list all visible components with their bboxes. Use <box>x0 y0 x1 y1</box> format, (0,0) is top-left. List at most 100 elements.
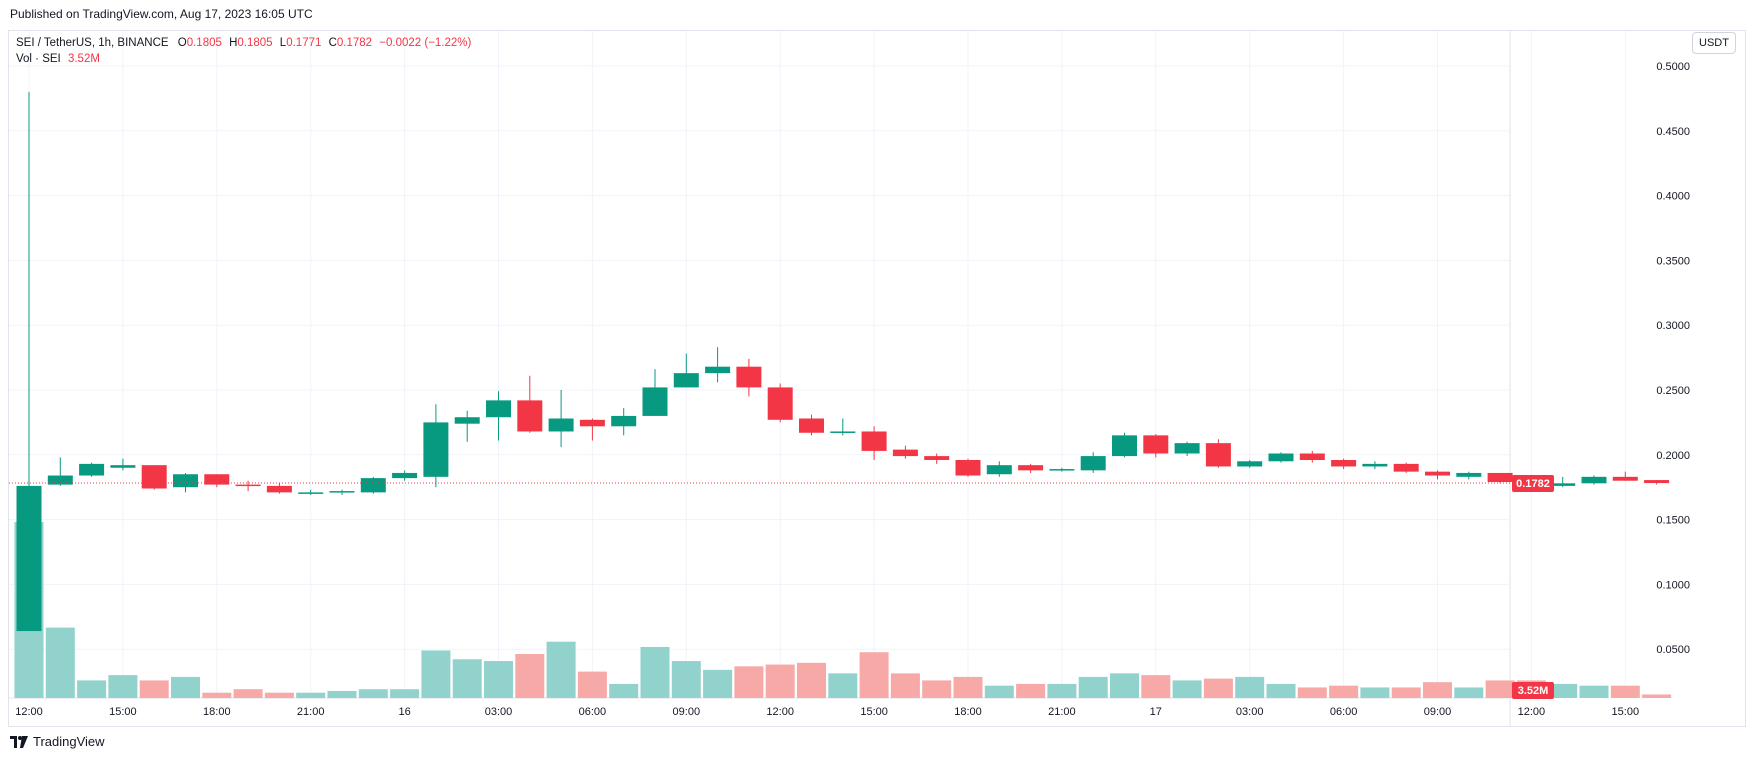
candle-body <box>1425 471 1450 476</box>
volume-bar <box>1203 678 1233 698</box>
candle-body <box>1018 465 1044 471</box>
volume-bar <box>828 673 858 698</box>
chart-legend: SEI / TetherUS, 1h, BINANCE O0.1805 H 0.1… <box>16 35 471 67</box>
candle-body <box>1080 456 1106 471</box>
candle-body <box>1299 453 1325 460</box>
open-value: 0.1805 <box>186 37 222 49</box>
x-tick-label: 17 <box>1150 706 1162 718</box>
candle-body <box>673 373 699 388</box>
volume-bar <box>139 680 169 698</box>
candle-body <box>173 474 198 488</box>
volume-bar <box>546 641 576 698</box>
candle-body <box>924 456 950 460</box>
ohlc-row: SEI / TetherUS, 1h, BINANCE O0.1805 H 0.1… <box>16 35 471 51</box>
volume-bar <box>1141 675 1171 698</box>
footer-brand[interactable]: TradingView <box>10 734 105 749</box>
volume-bar <box>734 666 764 698</box>
volume-bar <box>1485 680 1515 698</box>
y-tick-label: 0.4500 <box>1656 126 1690 138</box>
close-label: C <box>328 37 337 49</box>
y-tick-label: 0.1500 <box>1656 515 1690 527</box>
volume-bar <box>671 661 701 698</box>
candle-body <box>329 491 355 493</box>
volume-bar <box>703 669 733 698</box>
last-volume-label: 3.52M <box>1518 685 1549 697</box>
candle-body <box>298 492 324 494</box>
candle-body <box>767 387 793 420</box>
volume-bar <box>1047 683 1077 698</box>
candle-body <box>141 465 167 489</box>
published-caption: Published on TradingView.com, Aug 17, 20… <box>10 7 313 21</box>
volume-bar <box>358 689 388 698</box>
volume-bar <box>1016 683 1046 698</box>
candle-body <box>861 431 887 451</box>
candle-body <box>642 387 668 416</box>
volume-bar <box>45 627 75 698</box>
candle-body <box>1268 453 1294 462</box>
x-tick-label: 06:00 <box>579 706 607 718</box>
candle-body <box>16 485 42 632</box>
volume-bar <box>984 685 1014 698</box>
x-tick-label: 09:00 <box>1424 706 1452 718</box>
open-label: O <box>177 37 187 49</box>
volume-bar <box>1391 687 1421 698</box>
volume-bar <box>1235 676 1265 698</box>
volume-bar <box>1579 685 1609 698</box>
y-tick-label: 0.3000 <box>1656 320 1690 332</box>
high-label: H <box>229 37 238 49</box>
volume-bar <box>484 661 513 698</box>
candle-body <box>360 478 386 493</box>
candle-body <box>1112 435 1137 457</box>
currency-unit-button[interactable]: USDT <box>1692 32 1736 54</box>
candle-body <box>79 463 105 476</box>
x-tick-label: 12:00 <box>15 706 43 718</box>
volume-row: Vol · SEI 3.52M <box>16 51 471 67</box>
x-tick-label: 15:00 <box>1612 706 1640 718</box>
x-tick-label: 12:00 <box>766 706 794 718</box>
y-tick-label: 0.3500 <box>1656 255 1690 267</box>
x-tick-label: 18:00 <box>954 706 982 718</box>
x-tick-label: 21:00 <box>1048 706 1076 718</box>
candle-body <box>517 400 543 432</box>
volume-bar <box>609 683 639 698</box>
y-tick-label: 0.1000 <box>1656 579 1690 591</box>
x-tick-label: 12:00 <box>1518 706 1546 718</box>
candle-body <box>1644 480 1670 484</box>
x-tick-label: 03:00 <box>485 706 513 718</box>
y-tick-label: 0.2500 <box>1656 385 1690 397</box>
close-value: 0.1782 <box>336 37 373 49</box>
volume-bar <box>233 689 263 698</box>
candle-body <box>1331 459 1357 467</box>
x-tick-label: 15:00 <box>860 706 888 718</box>
candle-body <box>1143 435 1169 454</box>
change-value: −0.0022 (−1.22%) <box>379 37 472 49</box>
volume-bar <box>1423 682 1452 698</box>
symbol-label[interactable]: SEI / TetherUS, 1h, BINANCE <box>16 37 169 49</box>
candle-body <box>110 465 136 468</box>
volume-bar <box>390 689 420 698</box>
candle-body <box>392 472 418 479</box>
candle-body <box>892 449 918 457</box>
volume-bar <box>577 671 607 698</box>
y-tick-label: 0.0500 <box>1656 644 1690 656</box>
volume-bar <box>452 659 482 698</box>
volume-bar <box>327 690 357 698</box>
volume-bar <box>890 673 920 698</box>
volume-bar <box>859 652 889 698</box>
volume-bar <box>296 692 326 698</box>
low-label: L <box>279 37 287 49</box>
candle-body <box>611 415 637 427</box>
volume-bar <box>1078 676 1108 698</box>
volume-bar <box>1266 683 1296 698</box>
candle-body <box>266 485 292 493</box>
candle-body <box>1393 463 1419 472</box>
candle-body <box>454 417 480 424</box>
volume-bar <box>1454 687 1484 698</box>
volume-bar <box>640 646 670 698</box>
volume-bar <box>421 650 451 698</box>
volume-bar <box>108 675 138 698</box>
volume-label[interactable]: Vol · SEI <box>16 53 61 65</box>
volume-bar <box>171 676 200 698</box>
volume-bar <box>1297 687 1327 698</box>
